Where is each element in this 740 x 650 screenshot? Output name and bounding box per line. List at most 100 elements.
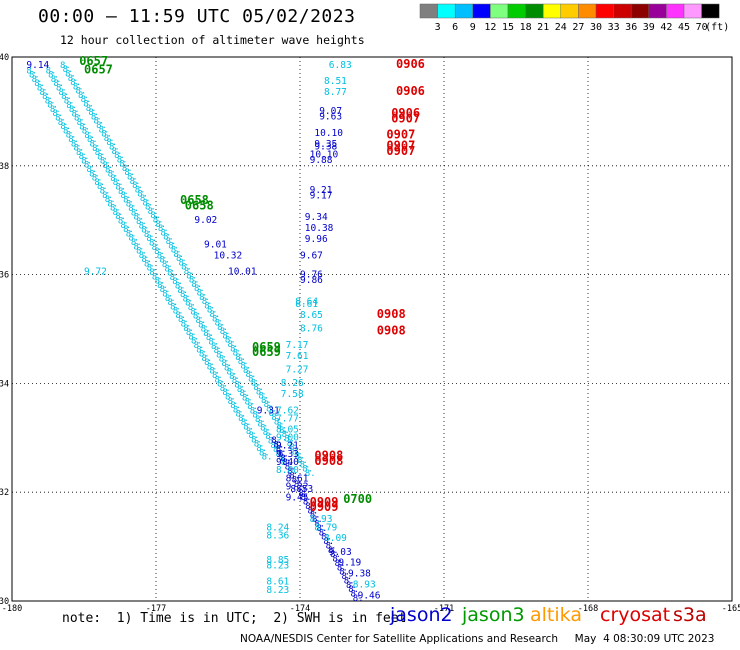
track-mark: 8. (211, 342, 222, 352)
swh-label: 7.62 (276, 405, 299, 416)
track-mark: 8. (104, 134, 115, 144)
track-mark: 8. (246, 427, 257, 437)
track-mark: 8. (126, 229, 137, 239)
swh-label: 9.01 (204, 239, 227, 250)
track-mark: 8. (91, 112, 102, 122)
track-mark: 8. (176, 254, 187, 264)
track-mark: 8. (127, 173, 138, 183)
track-mark: 8. (264, 400, 275, 410)
track-mark: 8. (238, 414, 249, 424)
track-mark: 8. (250, 406, 261, 416)
track-mark: 8. (256, 444, 267, 454)
track-mark: 8. (197, 289, 208, 299)
track-mark: 8. (305, 469, 316, 479)
track-mark: 8. (289, 471, 300, 481)
track-mark: 8. (171, 246, 182, 256)
track-mark: 8. (148, 207, 159, 217)
swh-label: 8.76 (300, 324, 323, 335)
track-mark: 8. (79, 152, 90, 162)
track-mark: 8. (339, 568, 350, 578)
track-mark: 8. (323, 537, 334, 547)
track-mark: 8. (225, 336, 236, 346)
swh-label: 9.00 (276, 433, 299, 444)
track-mark: 8. (233, 405, 244, 415)
swh-label: 9.88 (310, 155, 333, 166)
track-mark: 8. (128, 204, 139, 214)
time-label: 0907 (386, 144, 415, 158)
time-label: 0658 (180, 193, 209, 207)
track-mark: 8. (76, 148, 87, 158)
swh-label: 7.58 (281, 389, 304, 400)
track-mark: 8. (154, 277, 165, 287)
track-mark: 8. (222, 331, 233, 341)
track-mark: 8. (194, 284, 205, 294)
swh-label: 8.51 (324, 76, 347, 87)
swh-label: 9.63 (319, 112, 342, 123)
y-tick-label: 32 (0, 488, 9, 498)
swh-label: 8.26 (281, 378, 304, 389)
swh-label: 8.23 (266, 585, 289, 596)
track-mark: 8. (266, 404, 277, 414)
track-mark: 8. (201, 354, 212, 364)
track-mark: 8. (73, 144, 84, 154)
track-mark: 8. (175, 282, 186, 292)
track-mark: 8. (278, 454, 289, 464)
track-mark: 8. (75, 87, 86, 97)
track-mark: 8. (212, 371, 223, 381)
track-mark: 8. (249, 431, 260, 441)
track-mark: 8. (110, 204, 121, 214)
track-mark: 8. (270, 441, 281, 451)
colorbar-label: 21 (537, 22, 549, 33)
track-mark: 8. (258, 392, 269, 402)
swh-label: 8.61 (286, 473, 309, 484)
track-mark: 8. (84, 161, 95, 171)
colorbar-label: 24 (555, 22, 567, 33)
colorbar-label: 27 (572, 22, 584, 33)
colorbar-label: 15 (502, 22, 514, 33)
track-mark: 8. (78, 91, 89, 101)
track-mark: 8. (242, 393, 253, 403)
track-mark: 8. (140, 194, 151, 204)
track-mark: 8. (58, 118, 69, 128)
time-label: 0908 (377, 307, 406, 321)
colorbar-label: 18 (520, 22, 532, 33)
track-mark: 8. (134, 242, 145, 252)
x-tick-label: -165 (722, 604, 740, 614)
track-mark: 8. (312, 515, 323, 525)
track-mark: 8. (108, 170, 119, 180)
swh-label: 7.77 (276, 413, 299, 424)
track-mark: 8. (184, 267, 195, 277)
swh-label: 8.93 (310, 514, 333, 525)
track-mark: 8. (88, 108, 99, 118)
track-mark: 8. (160, 228, 171, 238)
track-mark: 8. (330, 550, 341, 560)
track-mark: 8. (269, 409, 280, 419)
track-mark: 8. (37, 83, 48, 93)
swh-label: 8.61 (295, 299, 318, 310)
swh-label: 8.79 (314, 522, 337, 533)
track-mark: 8. (69, 105, 80, 115)
track-mark: 8. (64, 96, 75, 106)
swh-label: 8.53 (290, 484, 313, 495)
swh-label: 8.85 (266, 555, 289, 566)
track-mark: 8. (94, 178, 105, 188)
track-mark: 8. (170, 302, 181, 312)
track-mark: 8. (346, 581, 357, 591)
swh-label: 9.96 (305, 234, 328, 245)
page-title: 00:00 – 11:59 UTC 05/02/2023 (38, 6, 356, 27)
track-mark: 8. (292, 447, 303, 457)
track-mark: 8. (303, 498, 314, 508)
track-mark: 8. (154, 247, 165, 257)
time-label: 0907 (386, 138, 415, 152)
swh-label: 9.67 (300, 250, 323, 261)
track-mark: 8. (87, 135, 98, 145)
track-mark: 8. (191, 280, 202, 290)
track-mark: 8. (292, 476, 303, 486)
track-mark: 8. (158, 224, 169, 234)
swh-label: 9.19 (338, 558, 361, 569)
track-mark: 8. (168, 241, 179, 251)
track-mark: 8. (271, 413, 282, 423)
track-mark: 8. (305, 502, 316, 512)
track-mark: 8. (283, 458, 294, 468)
colorbar-label: 70 (696, 22, 708, 33)
